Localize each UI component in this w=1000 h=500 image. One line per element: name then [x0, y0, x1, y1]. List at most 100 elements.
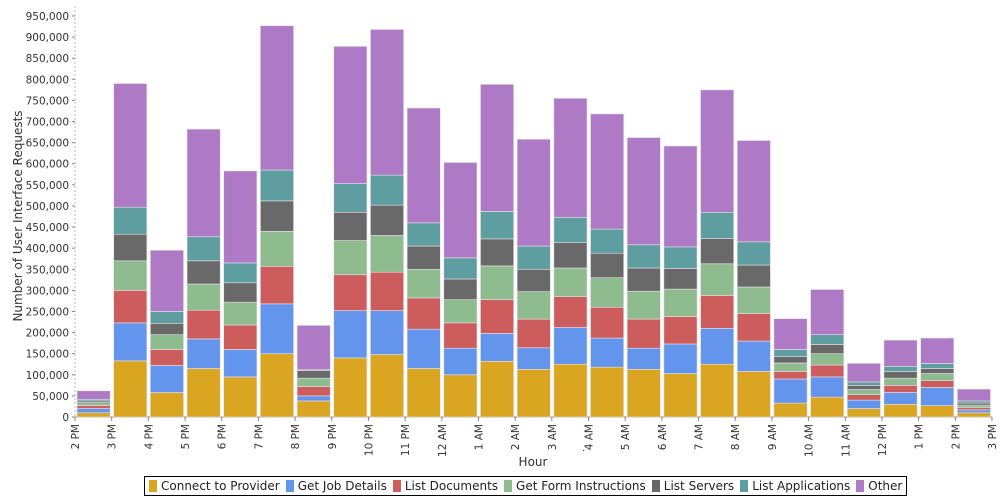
- x-tick-label: 11 AM: [840, 424, 852, 457]
- bar-stack: [846, 363, 881, 418]
- bar-segment-list-servers: [150, 322, 184, 335]
- bar-segment-connect-to-provider: [590, 366, 625, 418]
- bar-segment-list-documents: [113, 290, 148, 324]
- bar-segment-connect-to-provider: [736, 371, 771, 418]
- bar-segment-list-servers: [480, 238, 514, 267]
- bar-segment-other: [590, 113, 625, 230]
- bar-stack: [296, 325, 331, 418]
- bar-stack: [736, 140, 771, 418]
- y-tick-label: 950,000: [26, 11, 69, 23]
- bar-segment-connect-to-provider: [700, 363, 735, 418]
- bar-segment-list-servers: [516, 268, 551, 292]
- bar-segment-connect-to-provider: [663, 373, 698, 418]
- bar-stack: [700, 89, 735, 418]
- x-tick-label: 8 AM: [730, 424, 742, 450]
- bar-segment-list-documents: [626, 318, 661, 349]
- bar-segment-get-form-instructions: [150, 334, 184, 350]
- bar-segment-connect-to-provider: [626, 369, 661, 418]
- legend-label: Get Form Instructions: [516, 479, 646, 493]
- legend-swatch: [149, 480, 157, 492]
- bar-segment-other: [810, 289, 845, 335]
- legend-swatch: [740, 480, 749, 492]
- bar-segment-connect-to-provider: [920, 405, 955, 418]
- bar-segment-get-job-details: [370, 310, 404, 355]
- bar-segment-get-job-details: [480, 333, 514, 362]
- y-tick-label: 200,000: [26, 328, 69, 340]
- bar-segment-list-documents: [333, 274, 368, 311]
- x-tick-label: 11 PM: [400, 424, 412, 456]
- bar-segment-list-applications: [516, 245, 551, 270]
- bar-segment-other: [663, 145, 698, 248]
- bar-segment-list-applications: [553, 217, 588, 243]
- bar-segment-get-form-instructions: [663, 288, 698, 317]
- bar-segment-list-documents: [516, 318, 551, 349]
- legend-item: Get Job Details: [285, 479, 387, 493]
- x-axis-title: Hour: [519, 455, 548, 469]
- bar-segment-get-form-instructions: [516, 291, 551, 320]
- bar-segment-list-documents: [957, 407, 991, 411]
- bar-stack: [626, 137, 661, 418]
- bar-segment-get-form-instructions: [810, 353, 845, 366]
- bar-segment-get-form-instructions: [223, 301, 258, 326]
- bar-segment-get-job-details: [260, 303, 294, 354]
- bar-segment-other: [223, 170, 258, 264]
- bar-stack: [920, 337, 955, 418]
- bar-segment-get-job-details: [223, 349, 258, 378]
- x-tick-label: 3 PM: [107, 424, 119, 449]
- bar-segment-list-servers: [920, 368, 955, 374]
- x-tick-label: 7 PM: [253, 424, 265, 449]
- bar-segment-list-servers: [370, 204, 404, 236]
- bar-stack: [663, 145, 698, 418]
- bar-segment-list-applications: [883, 366, 918, 372]
- bar-segment-get-job-details: [443, 347, 478, 376]
- bar-segment-connect-to-provider: [810, 396, 845, 418]
- y-tick-label: 0: [62, 412, 69, 424]
- bar-segment-other: [626, 137, 661, 246]
- bar-segment-connect-to-provider: [113, 360, 148, 418]
- legend-item: List Applications: [740, 479, 850, 493]
- bar-segment-get-form-instructions: [186, 283, 221, 311]
- y-tick-label: 550,000: [26, 180, 69, 192]
- bar-segment-get-job-details: [773, 378, 808, 404]
- bar-segment-other: [76, 390, 111, 400]
- bar-stack: [883, 339, 918, 418]
- x-tick-label: 10 PM: [363, 424, 375, 456]
- bar-segment-list-applications: [846, 381, 881, 386]
- bar-segment-get-form-instructions: [957, 404, 991, 409]
- bar-segment-get-form-instructions: [113, 260, 148, 291]
- bar-segment-list-applications: [736, 241, 771, 266]
- bar-segment-list-applications: [443, 257, 478, 280]
- bar-stack: [333, 46, 368, 418]
- bar-segment-other: [333, 46, 368, 184]
- bar-segment-get-form-instructions: [296, 377, 331, 387]
- bar-segment-get-form-instructions: [736, 286, 771, 314]
- bar-segment-get-job-details: [296, 395, 331, 402]
- x-tick-label: 2 AM: [510, 424, 522, 450]
- bar-segment-get-job-details: [76, 408, 111, 414]
- bar-segment-list-applications: [406, 222, 441, 247]
- bar-segment-list-servers: [846, 385, 881, 390]
- y-tick-label: 600,000: [26, 159, 69, 171]
- bar-segment-list-servers: [260, 200, 294, 232]
- bar-segment-list-applications: [223, 262, 258, 284]
- bar-segment-list-documents: [150, 349, 184, 366]
- bar-segment-list-servers: [957, 402, 991, 406]
- x-tick-label: 7 AM: [694, 424, 706, 450]
- bar-segment-other: [113, 83, 148, 208]
- x-tick-label: 2 PM: [70, 424, 82, 449]
- bar-segment-list-documents: [186, 309, 221, 340]
- y-tick-label: 250,000: [26, 306, 69, 318]
- bar-segment-get-job-details: [333, 310, 368, 359]
- bar-segment-list-documents: [846, 394, 881, 401]
- legend-label: Get Job Details: [297, 479, 387, 493]
- bar-segment-get-form-instructions: [443, 299, 478, 324]
- bar-segment-list-servers: [700, 238, 735, 265]
- y-tick-label: 650,000: [26, 138, 69, 150]
- bar-segment-other: [370, 29, 404, 176]
- bar-segment-connect-to-provider: [76, 412, 111, 418]
- bar-segment-other: [443, 162, 478, 259]
- bar-segment-get-job-details: [186, 338, 221, 369]
- bar-segment-list-servers: [663, 268, 698, 290]
- bar-stack: [773, 318, 808, 418]
